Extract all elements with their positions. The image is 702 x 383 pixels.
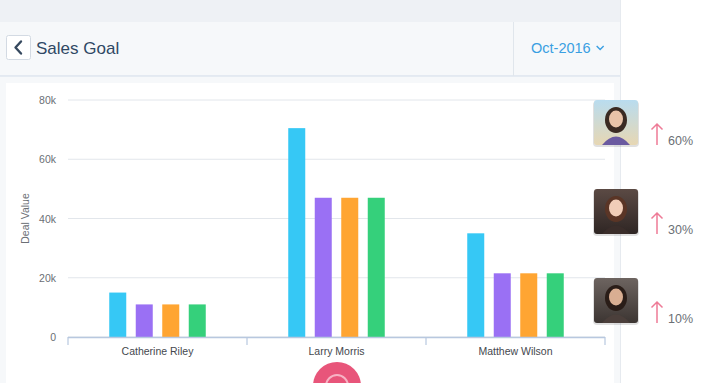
category-separator bbox=[604, 337, 605, 345]
bar[interactable] bbox=[315, 198, 332, 337]
avatar-shadow bbox=[593, 279, 639, 325]
avatar bbox=[594, 100, 638, 145]
category-separator bbox=[246, 337, 247, 345]
bar[interactable] bbox=[288, 128, 305, 337]
bar[interactable] bbox=[162, 304, 179, 337]
bar[interactable] bbox=[494, 273, 511, 337]
trend-label: 30% bbox=[668, 223, 693, 237]
header-bar bbox=[0, 22, 620, 76]
trend-arrow bbox=[652, 213, 663, 234]
chart-card bbox=[6, 83, 614, 383]
header-border bbox=[0, 75, 620, 77]
bar[interactable] bbox=[520, 273, 537, 337]
period-chevron bbox=[597, 46, 604, 50]
bar[interactable] bbox=[368, 198, 385, 337]
y-tick-label: 80k bbox=[39, 94, 57, 106]
bar[interactable] bbox=[109, 293, 126, 337]
trend-label: 60% bbox=[668, 134, 693, 148]
y-axis-label: Deal Value bbox=[19, 193, 31, 244]
trend-arrow bbox=[652, 302, 663, 323]
category-separator bbox=[425, 337, 426, 345]
x-axis-line bbox=[68, 337, 605, 339]
period-selector[interactable]: Oct-2016 bbox=[531, 40, 591, 56]
x-tick-label: Catherine Riley bbox=[122, 345, 195, 357]
action-icon bbox=[326, 375, 348, 383]
background bbox=[0, 0, 702, 383]
y-tick-label: 60k bbox=[39, 153, 57, 165]
action-button[interactable] bbox=[313, 362, 361, 383]
grid-line bbox=[68, 100, 605, 101]
chart-root: Sales Goal Oct-2016 0 20k 40k 60k 80k Deal Valu… bbox=[0, 0, 702, 383]
y-tick-label: 0 bbox=[50, 331, 56, 343]
back-icon bbox=[16, 42, 22, 54]
bar[interactable] bbox=[189, 304, 206, 337]
back-button[interactable] bbox=[7, 36, 31, 60]
avatar bbox=[594, 189, 638, 234]
grid-line bbox=[68, 218, 605, 219]
x-tick-label: Matthew Wilson bbox=[478, 345, 552, 357]
top-strip bbox=[0, 0, 620, 22]
bar[interactable] bbox=[136, 304, 153, 337]
bar[interactable] bbox=[341, 198, 358, 337]
category-separator bbox=[67, 337, 68, 345]
avatar-shadow bbox=[593, 190, 639, 236]
chart-svg: Sales Goal Oct-2016 0 20k 40k 60k 80k Deal Valu… bbox=[0, 0, 702, 383]
x-tick-label: Larry Morris bbox=[308, 345, 364, 357]
y-tick-label: 40k bbox=[39, 213, 57, 225]
chart-panel bbox=[0, 77, 620, 383]
trend-arrow bbox=[652, 124, 663, 145]
grid-line bbox=[68, 159, 605, 160]
bars bbox=[109, 128, 564, 337]
bar[interactable] bbox=[547, 273, 564, 337]
bar[interactable] bbox=[467, 233, 484, 337]
avatar-shadow bbox=[593, 101, 639, 147]
trend-label: 10% bbox=[668, 312, 693, 326]
header-separator bbox=[513, 22, 514, 76]
y-tick-label: 20k bbox=[39, 272, 57, 284]
avatar bbox=[594, 278, 638, 323]
title: Sales Goal bbox=[36, 39, 119, 58]
